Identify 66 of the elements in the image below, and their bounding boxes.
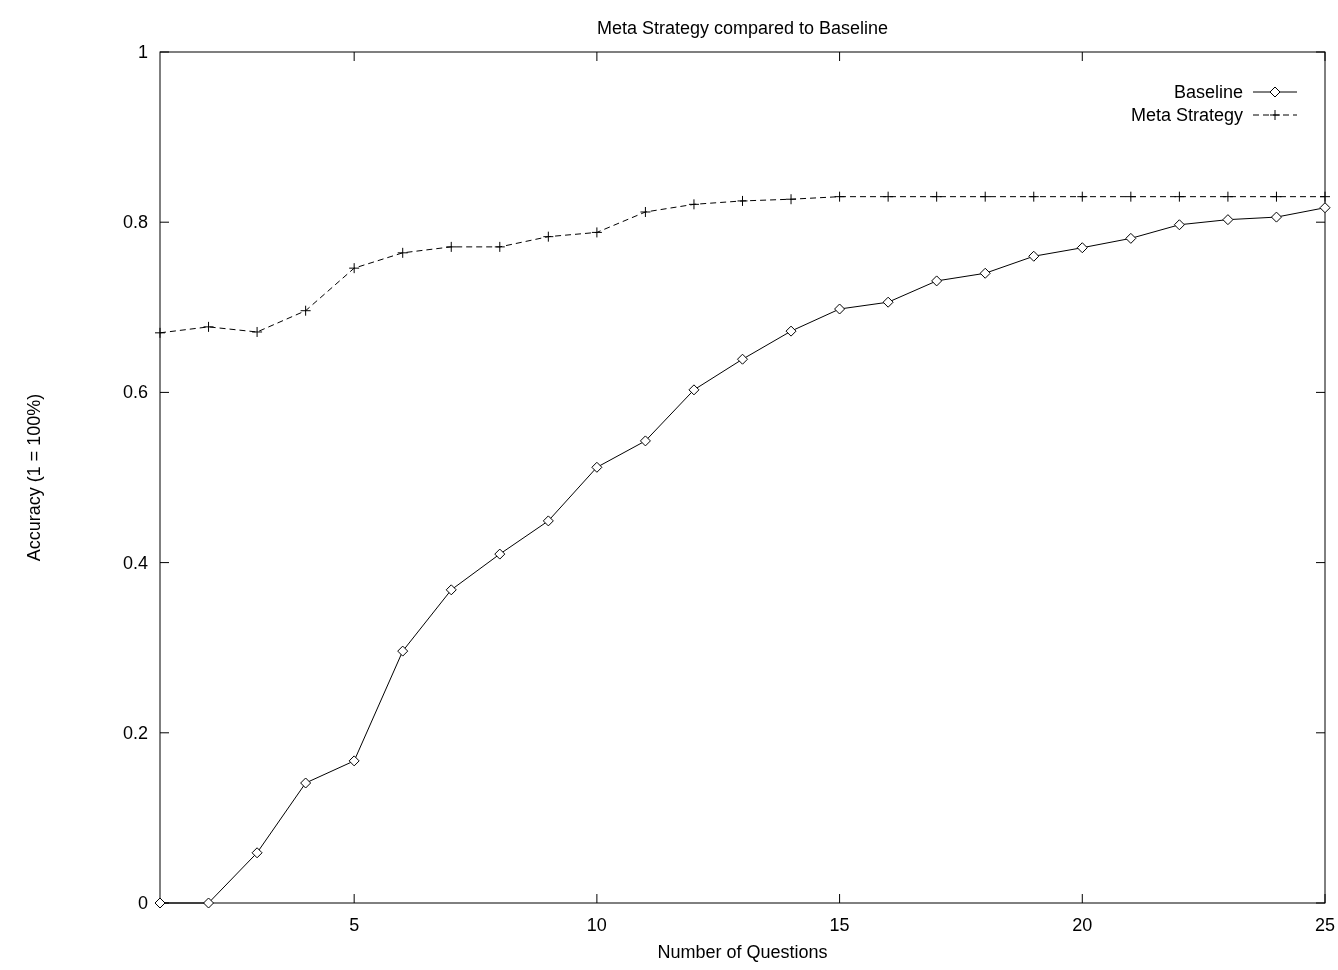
point — [639, 206, 651, 218]
point — [1125, 232, 1137, 244]
x-tick-label: 20 — [1072, 915, 1093, 935]
point — [688, 384, 700, 396]
point — [348, 755, 360, 767]
point — [300, 305, 312, 317]
point — [931, 191, 943, 203]
y-tick-label: 1 — [137, 42, 148, 62]
point — [639, 435, 651, 447]
point — [1076, 242, 1088, 254]
point — [737, 195, 748, 207]
point — [348, 262, 360, 274]
point — [300, 777, 312, 789]
point — [882, 296, 894, 308]
point — [1173, 219, 1185, 231]
point — [1270, 191, 1282, 203]
point — [445, 241, 457, 253]
point — [1173, 191, 1185, 203]
point — [154, 327, 166, 339]
x-axis-title: Number of Questions — [657, 942, 828, 962]
point — [1319, 202, 1331, 214]
point — [1270, 211, 1282, 223]
point — [737, 353, 748, 365]
point — [1319, 191, 1331, 203]
point — [203, 897, 215, 909]
x-tick-label: 15 — [829, 915, 850, 935]
legend-label: Meta Strategy — [1130, 105, 1243, 125]
point — [494, 241, 506, 253]
point — [203, 321, 215, 333]
point — [979, 267, 991, 279]
point — [1222, 214, 1234, 226]
point — [445, 584, 457, 596]
y-tick-label: 0.2 — [122, 722, 148, 743]
y-tick-label: 0.4 — [122, 552, 148, 573]
legend-label: Baseline — [1173, 82, 1243, 102]
y-tick-label: 0.8 — [122, 212, 148, 233]
point — [834, 303, 846, 315]
point — [834, 191, 846, 203]
point — [542, 515, 554, 527]
point — [397, 247, 409, 259]
point — [688, 198, 700, 210]
point — [1028, 250, 1040, 262]
point — [1028, 191, 1040, 203]
point — [494, 548, 506, 560]
point — [882, 191, 894, 203]
point — [785, 325, 797, 337]
y-axis-title: Accuracy (1 = 100%) — [24, 393, 44, 562]
y-tick-label: 0 — [137, 893, 148, 913]
point — [785, 193, 797, 205]
point — [542, 231, 554, 243]
point — [154, 897, 166, 909]
point — [591, 461, 603, 473]
point — [931, 275, 943, 287]
point — [1222, 191, 1234, 203]
y-tick-label: 0.6 — [122, 382, 148, 403]
x-tick-label: 10 — [586, 915, 607, 935]
chart-title: Meta Strategy compared to Baseline — [596, 18, 889, 38]
point — [251, 326, 263, 338]
point — [1125, 191, 1137, 203]
point — [591, 226, 603, 238]
point — [397, 645, 409, 657]
point — [251, 847, 263, 859]
point — [1076, 191, 1088, 203]
x-tick-label: 5 — [349, 915, 360, 935]
x-tick-label: 25 — [1314, 915, 1336, 935]
point — [979, 191, 991, 203]
